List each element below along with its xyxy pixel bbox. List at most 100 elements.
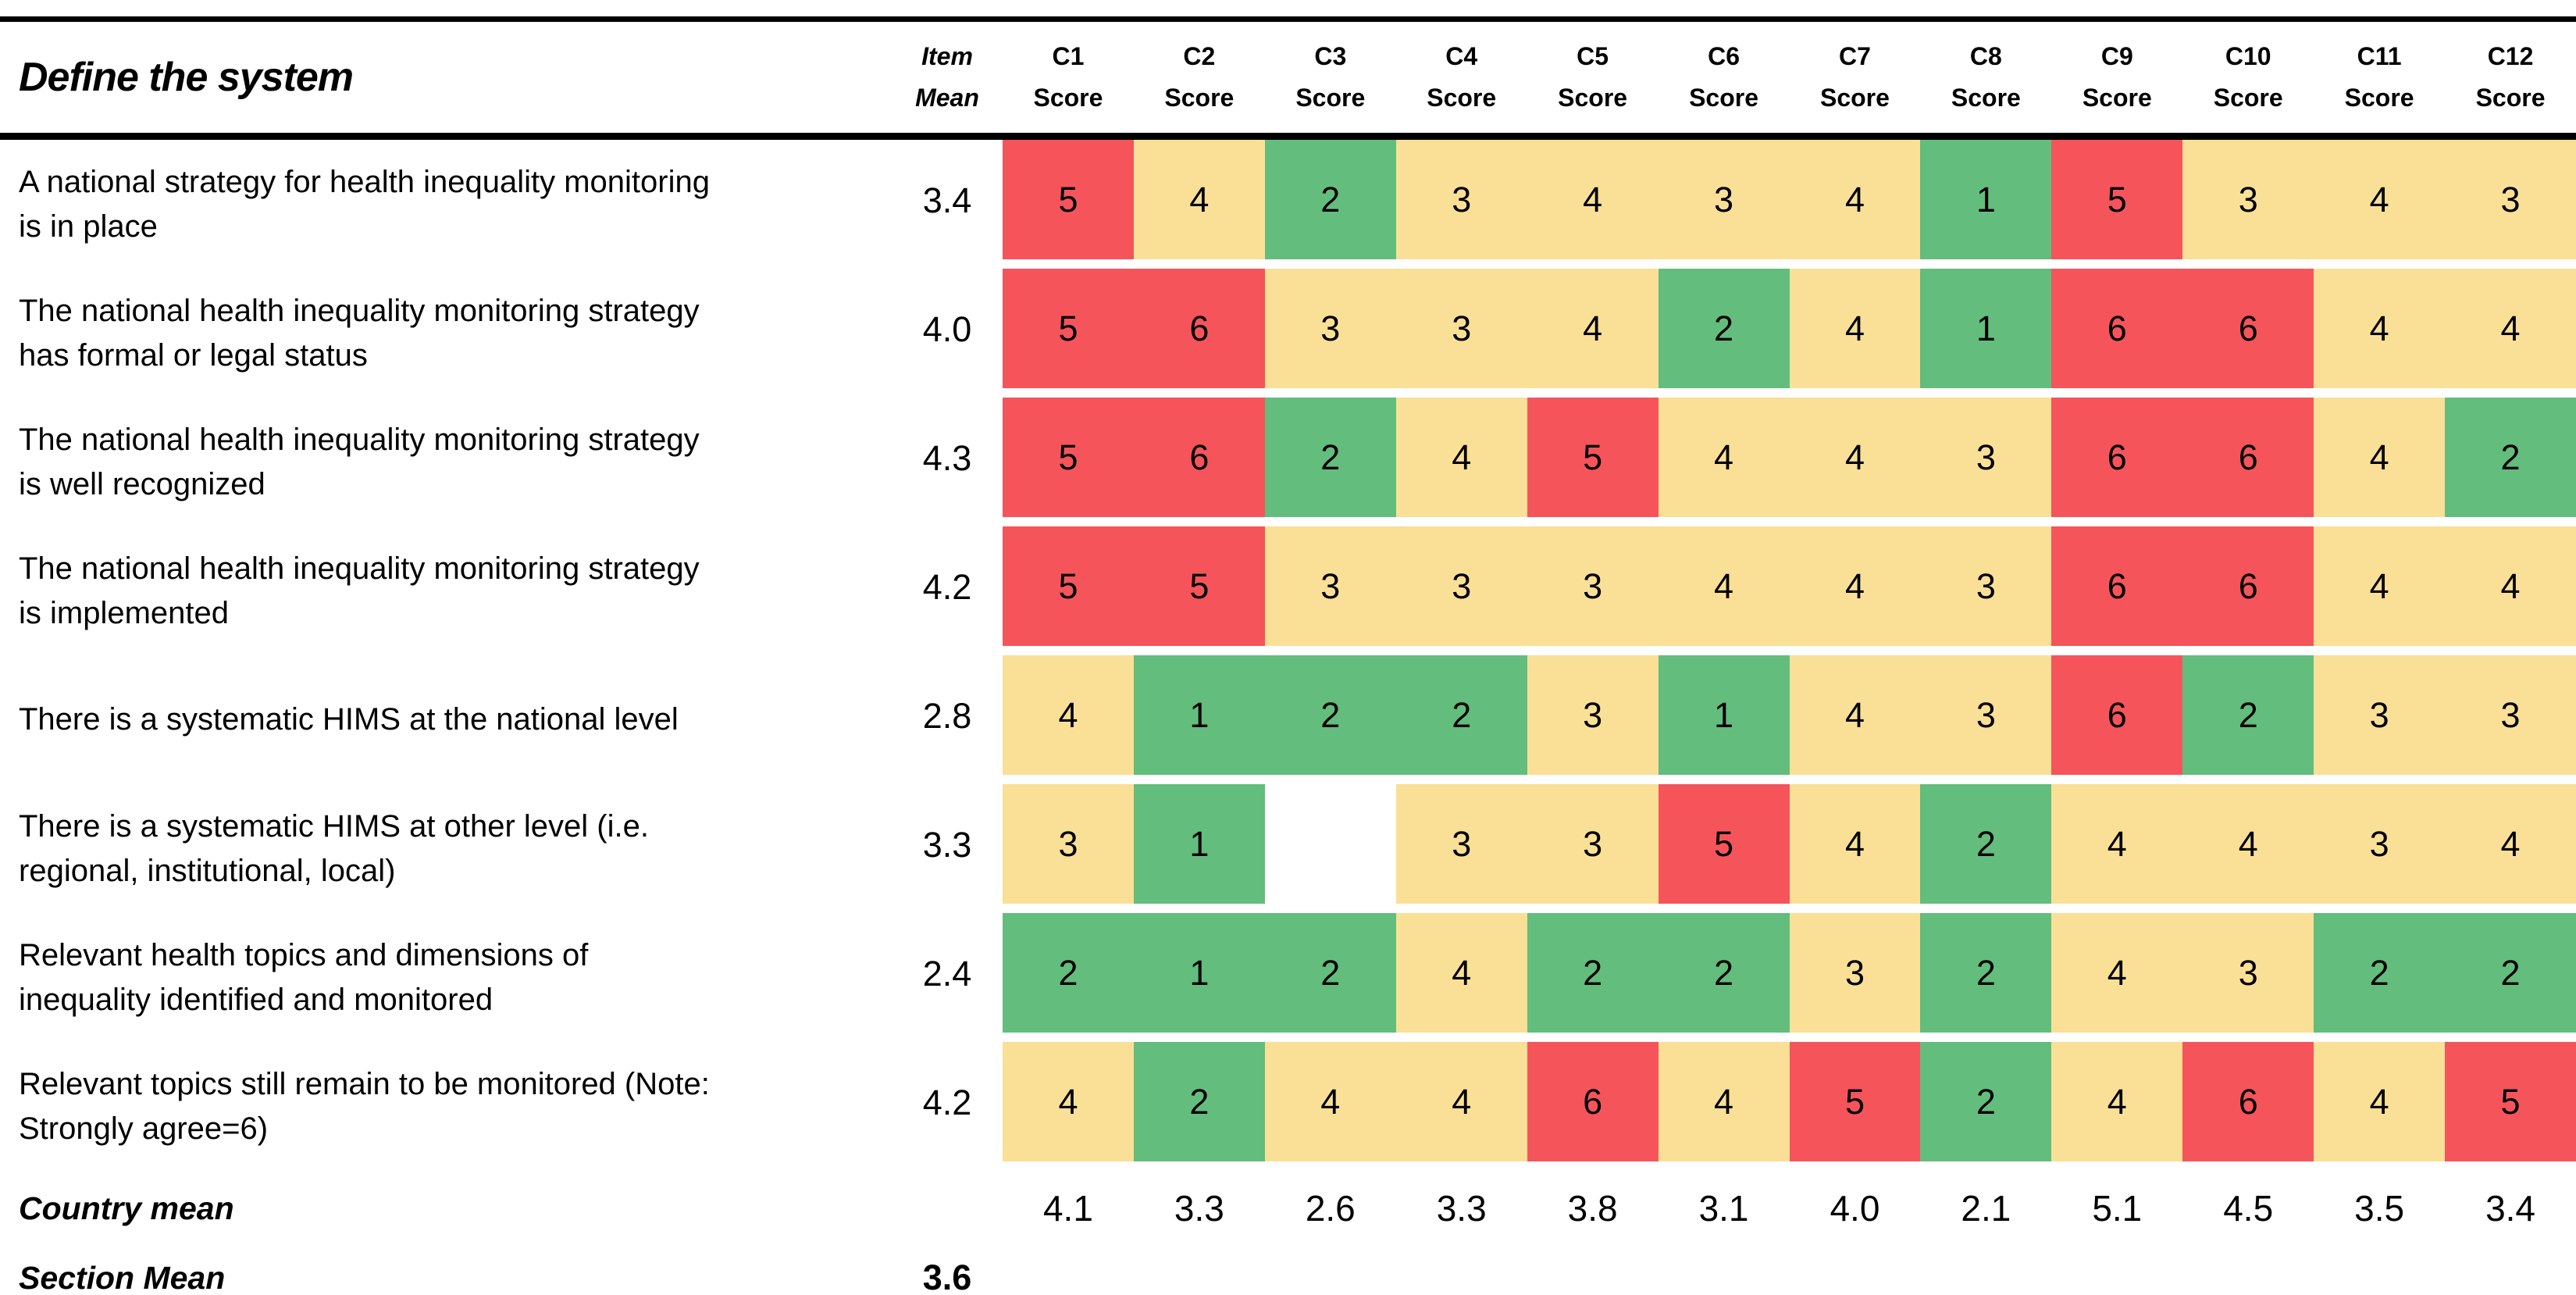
score-cell: 4 — [1003, 655, 1134, 784]
column-header-c11: C11 Score — [2314, 42, 2445, 112]
row-label: Relevant topics still remain to be monit… — [19, 1066, 710, 1146]
score-cell: 1 — [1658, 655, 1790, 784]
score-value: 3 — [1527, 655, 1659, 775]
column-header-c8: C8 Score — [1920, 42, 2051, 112]
score-cell: 1 — [1920, 269, 2052, 398]
score-value: 5 — [2051, 140, 2183, 259]
item-mean-value: 3.3 — [922, 824, 972, 865]
item-mean-header-line1: Item — [921, 42, 973, 71]
score-value: 3 — [2314, 784, 2446, 904]
score-cell: 6 — [1133, 269, 1265, 398]
score-header-label: Score — [1295, 84, 1366, 112]
score-value: 4 — [1003, 655, 1134, 775]
column-header-c1: C1 Score — [1003, 42, 1134, 112]
score-cell: 3 — [2182, 913, 2314, 1042]
country-code-label: C7 — [1839, 42, 1871, 71]
score-table: Define the system Item Mean C1 Score C2 Sco… — [0, 16, 2576, 1295]
score-value: 4 — [2051, 913, 2183, 1033]
score-value: 3 — [1920, 526, 2052, 646]
score-value: 1 — [1920, 140, 2052, 259]
score-value: 4 — [2314, 140, 2446, 259]
row-label-cell: The national health inequality monitorin… — [0, 269, 892, 398]
row-label: Relevant health topics and dimensions of… — [19, 937, 589, 1017]
score-value: 4 — [1003, 1042, 1134, 1161]
score-header-label: Score — [1033, 84, 1103, 112]
row-label-cell: The national health inequality monitorin… — [0, 526, 892, 655]
score-cell: 3 — [1395, 269, 1527, 398]
country-mean-value: 3.4 — [2485, 1188, 2536, 1229]
page-title: Define the system — [19, 55, 354, 100]
score-value: 2 — [2445, 913, 2576, 1033]
row-label-cell: The national health inequality monitorin… — [0, 398, 892, 526]
score-cell: 2 — [2314, 913, 2446, 1042]
score-cell: 4 — [2314, 140, 2446, 269]
score-cell: 2 — [2445, 913, 2576, 1042]
score-value: 2 — [2182, 655, 2314, 775]
score-value: 4 — [2445, 526, 2576, 646]
score-cell: 1 — [1133, 784, 1265, 913]
country-code-label: C12 — [2487, 42, 2534, 71]
score-value: 4 — [1527, 140, 1659, 259]
country-code-label: C11 — [2357, 42, 2402, 71]
score-cell: 1 — [1920, 140, 2052, 269]
score-value: 6 — [1133, 269, 1265, 388]
score-cell: 4 — [1789, 269, 1921, 398]
country-mean-value: 3.5 — [2354, 1188, 2405, 1229]
score-value: 3 — [1264, 526, 1396, 646]
score-value: 2 — [1395, 655, 1527, 775]
country-mean-label: Country mean — [19, 1190, 234, 1226]
score-value: 6 — [2051, 526, 2183, 646]
score-value: 3 — [2182, 140, 2314, 259]
score-header-label: Score — [1427, 84, 1497, 112]
score-cell: 4 — [1789, 526, 1921, 655]
score-cell: 3 — [1264, 269, 1396, 398]
score-cell: 5 — [1003, 526, 1134, 655]
country-code-label: C9 — [2100, 42, 2133, 71]
score-cell: 3 — [1395, 526, 1527, 655]
country-code-label: C2 — [1183, 42, 1216, 71]
score-cell: 2 — [1658, 269, 1790, 398]
score-cell: 4 — [1658, 398, 1790, 526]
score-value: 4 — [1133, 140, 1265, 259]
score-value: 4 — [1789, 140, 1921, 259]
score-cell: 3 — [1527, 526, 1659, 655]
score-value: 4 — [1658, 526, 1790, 646]
row-label-cell: There is a systematic HIMS at other leve… — [0, 784, 892, 913]
score-cell: 3 — [1527, 784, 1659, 913]
country-mean-value: 3.8 — [1567, 1188, 1618, 1229]
score-value: 4 — [2051, 784, 2183, 904]
score-value: 6 — [2182, 398, 2314, 517]
score-cell: 5 — [1527, 398, 1659, 526]
score-value: 3 — [2314, 655, 2446, 775]
row-label-cell: Relevant topics still remain to be monit… — [0, 1042, 892, 1171]
country-mean-value: 3.3 — [1436, 1188, 1487, 1229]
row-label: The national health inequality monitorin… — [19, 293, 700, 373]
score-value: 5 — [1003, 398, 1134, 517]
score-value: 4 — [1658, 398, 1790, 517]
score-header-label: Score — [2475, 84, 2546, 112]
score-value: 6 — [1133, 398, 1265, 517]
country-mean-value: 2.6 — [1305, 1188, 1356, 1229]
score-cell: 3 — [1003, 784, 1134, 913]
score-value: 6 — [2051, 398, 2183, 517]
country-mean-value: 3.1 — [1698, 1188, 1749, 1229]
score-cell: 6 — [1133, 398, 1265, 526]
table-row: Relevant health topics and dimensions of… — [0, 913, 2576, 1042]
score-cell: 4 — [2314, 526, 2446, 655]
score-cell: 4 — [1395, 913, 1527, 1042]
column-header-c12: C12 Score — [2445, 42, 2576, 112]
table-row: The national health inequality monitorin… — [0, 398, 2576, 526]
score-cell: 5 — [2445, 1042, 2576, 1171]
score-cell: 2 — [1920, 1042, 2052, 1171]
score-value: 3 — [1527, 784, 1659, 904]
score-value: 2 — [1920, 784, 2052, 904]
score-cell: 3 — [1527, 655, 1659, 784]
score-header-label: Score — [1819, 84, 1890, 112]
score-cell: 4 — [1789, 784, 1921, 913]
score-value: 3 — [1527, 526, 1659, 646]
score-value: 4 — [2314, 269, 2446, 388]
score-value: 4 — [2445, 269, 2576, 388]
score-value: 1 — [1133, 784, 1265, 904]
score-cell: 3 — [1920, 526, 2052, 655]
score-value: 1 — [1133, 655, 1265, 775]
